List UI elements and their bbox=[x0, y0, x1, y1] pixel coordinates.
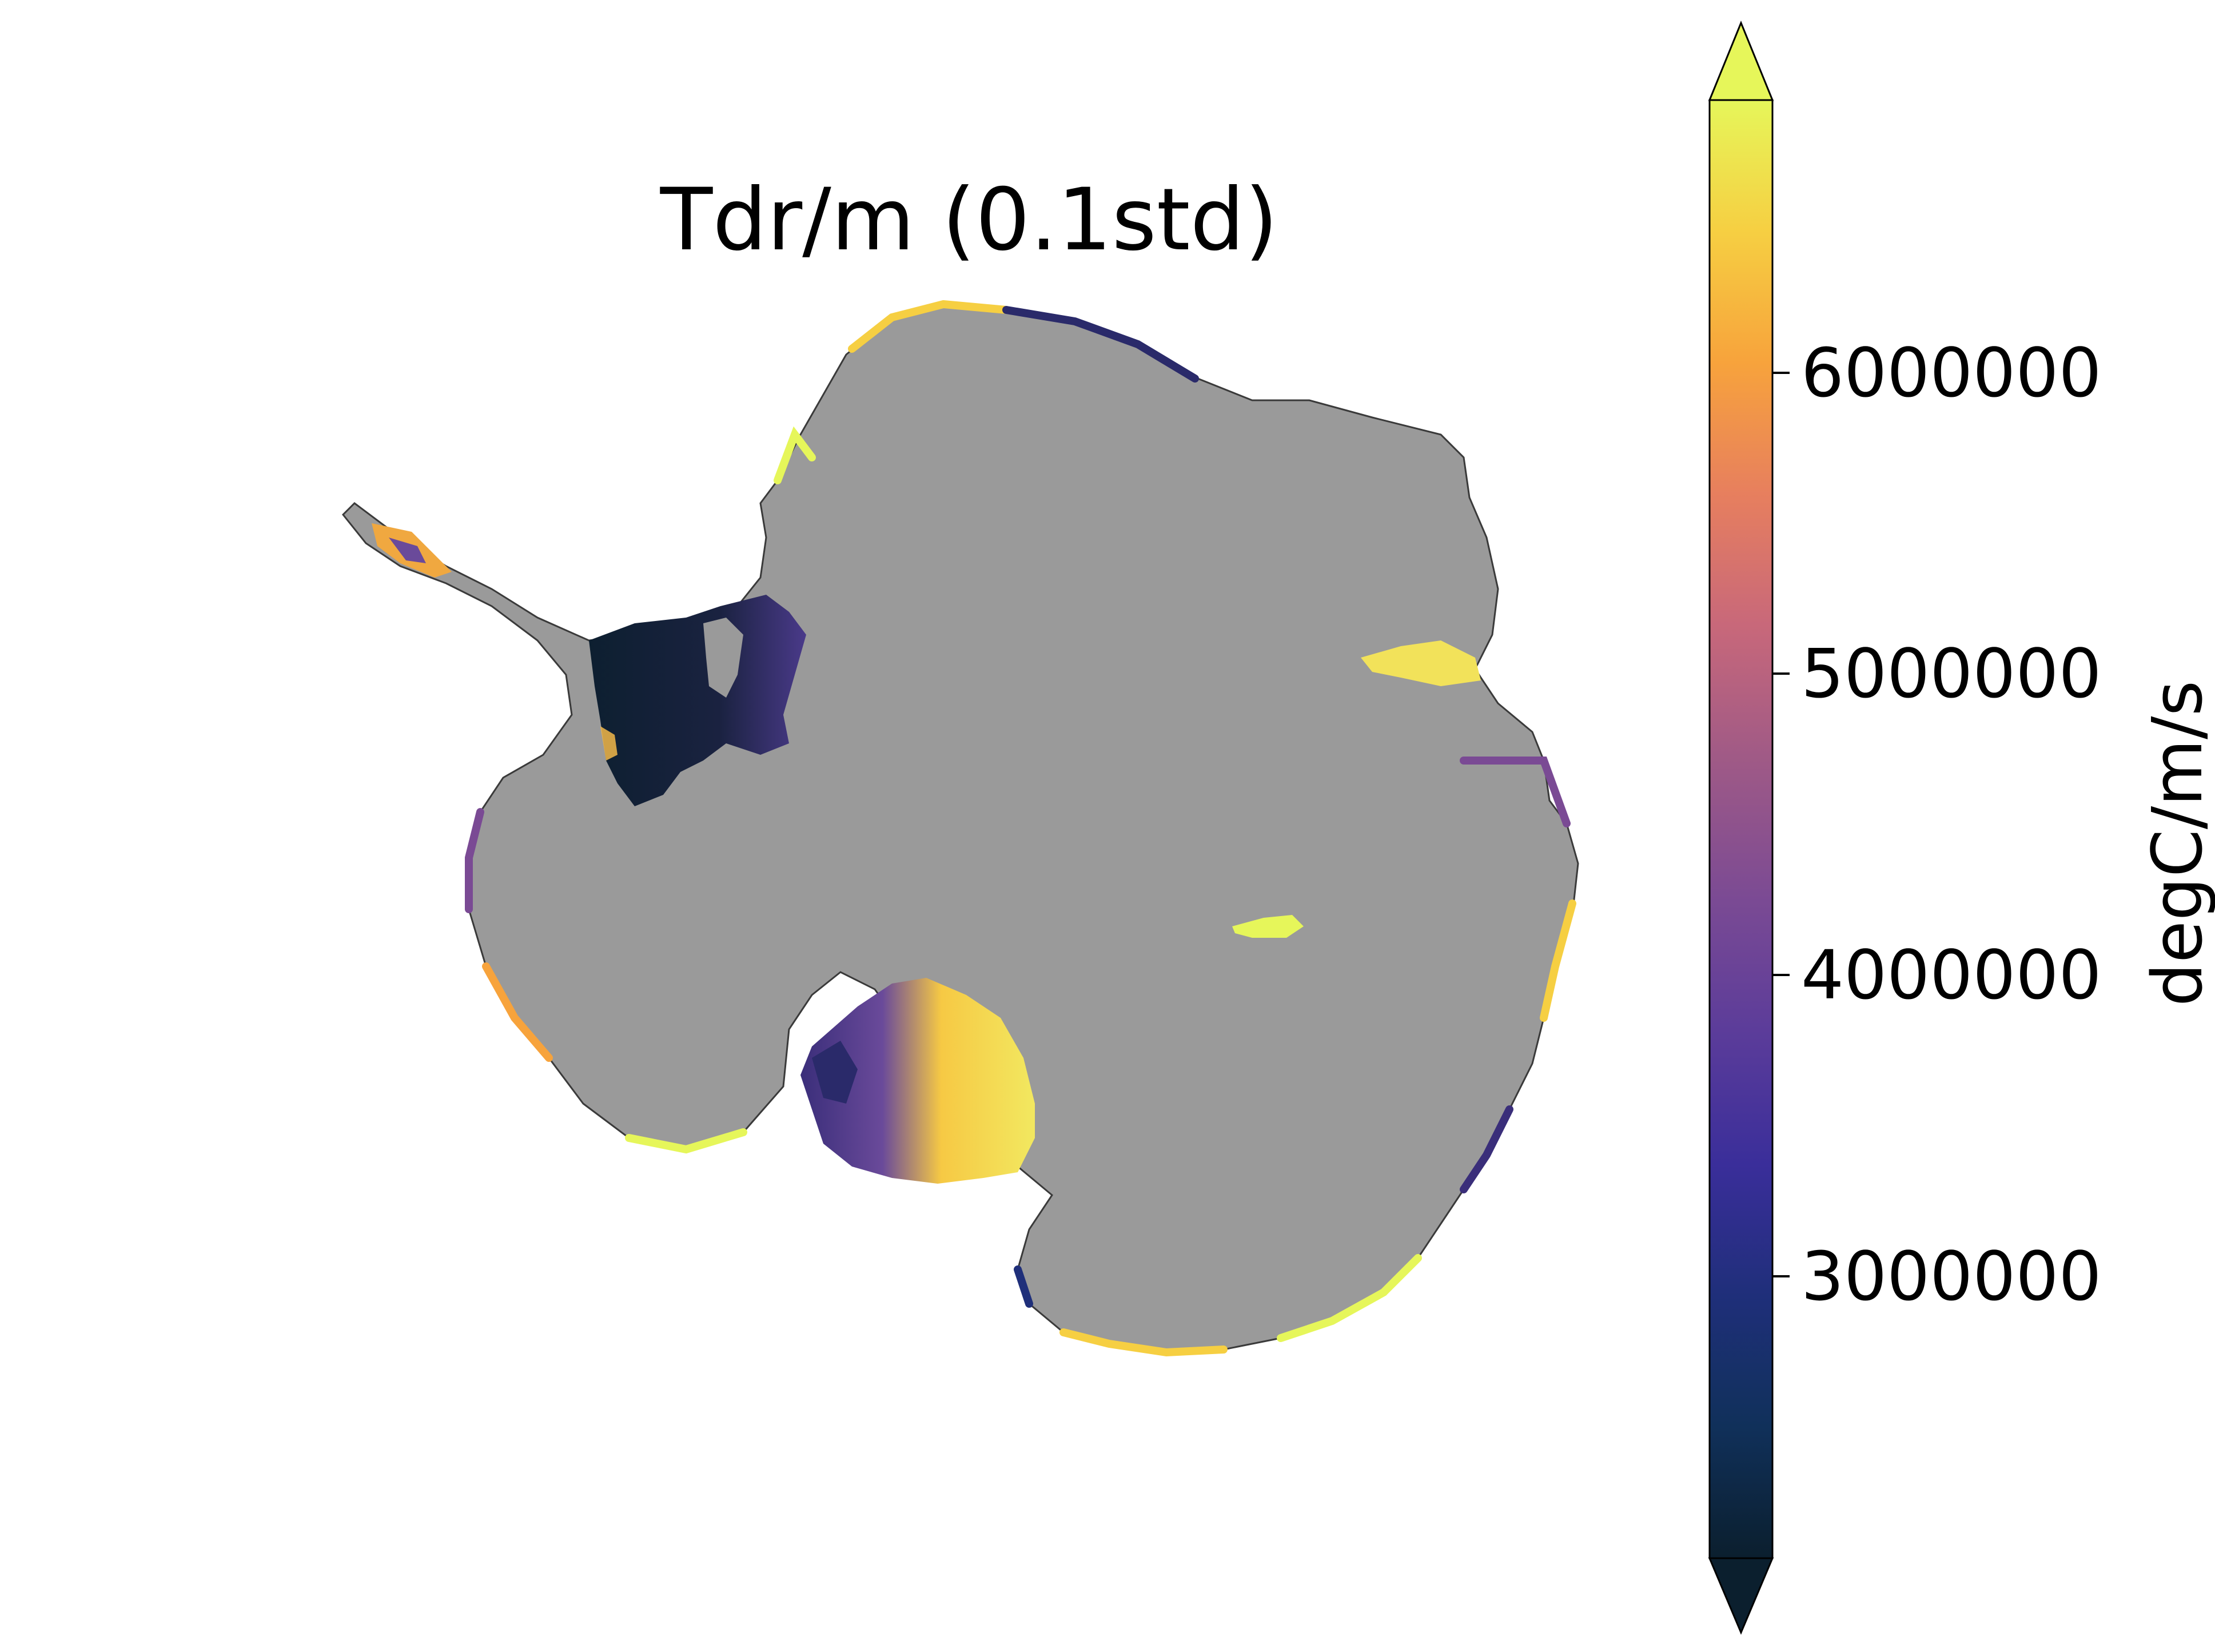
colorbar-tick-label-5000000: 5000000 bbox=[1801, 634, 2102, 713]
ross-ice-shelf bbox=[800, 978, 1035, 1184]
ronne-highlight bbox=[600, 726, 618, 761]
colorbar-extend-max bbox=[1708, 21, 1774, 101]
map-title: Tdr/m (0.1std) bbox=[660, 170, 1278, 270]
colorbar-tick-label-3000000: 3000000 bbox=[1801, 1237, 2102, 1316]
coastal-fringe bbox=[465, 300, 1576, 1357]
ross-dark-patch bbox=[812, 1041, 858, 1104]
colorbar-extend-min bbox=[1708, 1557, 1774, 1635]
ronne-ice-shelf bbox=[589, 595, 806, 806]
colorbar-tick-label-6000000: 6000000 bbox=[1801, 333, 2102, 412]
colorbar bbox=[1708, 21, 1790, 1635]
peninsula-shelf-dark bbox=[389, 538, 426, 563]
colorbar-gradient bbox=[1708, 99, 1774, 1559]
colorbar-label: degC/m/s bbox=[2138, 680, 2215, 1007]
antarctica-grounded-ice bbox=[341, 302, 1579, 1354]
ronne-island bbox=[703, 618, 743, 698]
interior-lake bbox=[1232, 915, 1304, 938]
amery-ice-shelf bbox=[1361, 640, 1481, 686]
colorbar-tick-label-4000000: 4000000 bbox=[1801, 936, 2102, 1014]
